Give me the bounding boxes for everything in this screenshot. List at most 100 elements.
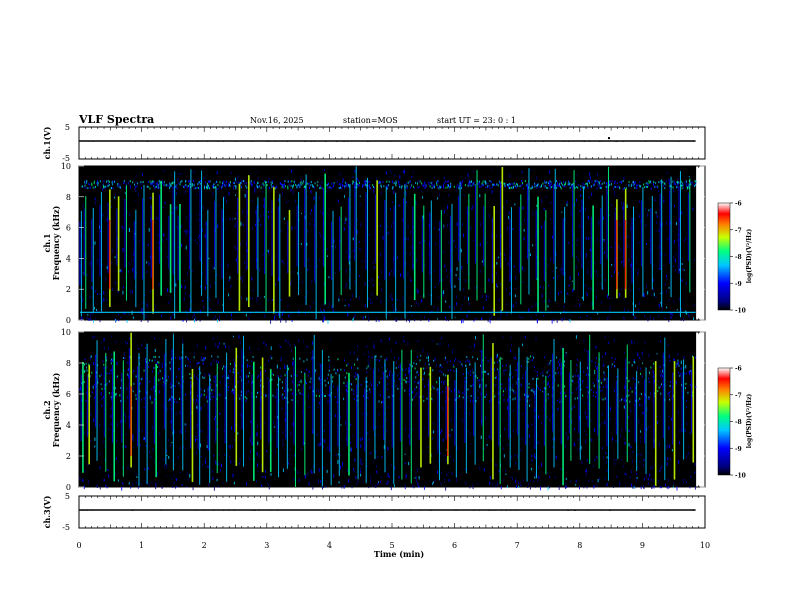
ch2-spectrogram-band-pixel [625, 376, 627, 379]
ch1-spectrogram-band-pixel [108, 180, 110, 183]
ch1-spectrogram-noise-pixel [596, 312, 598, 314]
ch2-spectrogram-noise-pixel [352, 434, 354, 437]
ch1-spectrogram-band-pixel [593, 183, 595, 186]
ch1-spectrogram-noise-pixel [350, 298, 352, 301]
ch1-spectrogram-noise-pixel [332, 309, 334, 313]
ch1-spectrogram-noise-pixel [572, 288, 574, 293]
ch2-spectrogram-band-pixel [267, 377, 269, 380]
ch1-spectrogram-band-pixel [632, 180, 634, 183]
ch1-spectrogram-noise-pixel [596, 289, 598, 292]
ch2-spectrogram-noise-pixel [194, 438, 196, 442]
ch1-spectrogram-band-pixel [423, 185, 425, 188]
ch2-spectrogram-noise-pixel [511, 455, 513, 460]
ch1-spectrogram-burst-halo [304, 188, 306, 268]
ch1-spectrogram-noise-pixel [247, 210, 249, 215]
ch1-spectrogram-band-pixel [647, 182, 649, 185]
ch2-spectrogram-noise-pixel [373, 344, 375, 349]
ch1-spectrogram-noise-pixel [267, 210, 269, 213]
ch1-spectrogram-noise-pixel [437, 197, 439, 200]
ch2-spectrogram-band-pixel [422, 395, 424, 398]
ch1-spectrogram-band-pixel [106, 184, 108, 187]
ch1-spectrogram-band-pixel [436, 181, 438, 184]
ch1-spectrogram-noise-pixel [406, 314, 408, 317]
ch1-spectrogram-noise-pixel [82, 297, 84, 301]
ch2-spectrogram-band-pixel [427, 363, 429, 366]
ch1-spectrogram-band-pixel [102, 183, 104, 186]
ch2-spectrogram-noise-pixel [321, 484, 323, 486]
ch1-spectrogram-noise-pixel [327, 306, 329, 309]
ch1-spectrogram-band-pixel [270, 181, 272, 184]
ch1-spectrogram-noise-pixel [163, 169, 165, 172]
ch1-spectrogram-noise-pixel [664, 253, 666, 256]
ch2-spectrogram-noise-pixel [486, 444, 488, 446]
ch1-spectrogram-band-pixel [155, 182, 157, 185]
ch1-spectrogram-noise-pixel [623, 288, 625, 290]
ch1-spectrogram-noise-pixel [280, 318, 282, 323]
ch1-spectrogram-noise-pixel [204, 234, 206, 238]
ch1-spectrogram-noise-pixel [267, 230, 269, 234]
ch1-spectrogram-noise-pixel [282, 191, 284, 196]
ch1-spectrogram-noise-pixel [454, 285, 456, 288]
ch2-spectrogram-noise-pixel [404, 427, 406, 431]
ch1-spectrogram-noise-pixel [115, 227, 117, 229]
ch2-spectrogram-noise-pixel [305, 379, 307, 384]
ch1-spectrogram-noise-pixel [585, 236, 587, 240]
ch2-spectrogram-noise-pixel [360, 444, 362, 449]
ch2-spectrogram-noise-pixel [444, 480, 446, 483]
start-time-label: start UT = 23: 0 : 1 [437, 116, 516, 125]
ch2-spectrogram-noise-pixel [298, 478, 300, 482]
ch2-spectrogram-noise-pixel [647, 452, 649, 454]
ch2-spectrogram-noise-pixel [88, 480, 90, 485]
ch1-spectrogram-noise-pixel [635, 261, 637, 263]
ch1-spectrogram-band-pixel [395, 181, 397, 184]
ch1-spectrogram-band-pixel [118, 182, 120, 185]
ch2-spectrogram-noise-pixel [541, 421, 543, 425]
ch2-spectrogram-noise-pixel [350, 448, 352, 452]
ch2-spectrogram-noise-pixel [79, 476, 81, 481]
ch2-spectrogram-noise-pixel [93, 361, 95, 366]
ch2-spectrogram-noise-pixel [583, 339, 585, 343]
ch1-spectrogram-burst [298, 192, 300, 296]
ch1-spectrogram-noise-pixel [114, 180, 116, 183]
ch1-spectrogram-band-pixel [92, 186, 94, 189]
ch2-spectrogram-noise-pixel [342, 466, 344, 468]
ch2-spectrogram-noise-pixel [291, 349, 293, 352]
ch2-spectrogram-band-pixel [576, 363, 578, 366]
ch2-spectrogram-noise-pixel [359, 461, 361, 464]
ch2-spectrogram-band-pixel [232, 371, 234, 374]
ch1-spectrogram-noise-pixel [681, 211, 683, 214]
ch2-spectrogram-noise-pixel [618, 394, 620, 397]
ch2-spectrogram-noise-pixel [314, 370, 316, 374]
ch1-spectrogram-noise-pixel [89, 262, 91, 266]
ch1-spectrogram-noise-pixel [572, 289, 574, 291]
ch2-spectrogram-band-pixel [388, 396, 390, 399]
ch1-spectrogram-band-pixel [186, 185, 188, 188]
ch1-spectrogram-band-pixel [239, 183, 241, 186]
ch1-spectrogram-noise-pixel [460, 248, 462, 253]
ch1-spectrogram-noise-pixel [161, 179, 163, 183]
ch2-spectrogram-noise-pixel [628, 429, 630, 433]
ch2-spectrogram-noise-pixel [534, 486, 536, 488]
ch1-spectrogram-noise-pixel [609, 305, 611, 310]
ch2-spectrogram-noise-pixel [83, 365, 85, 367]
ch1-spectrogram-band-pixel [547, 187, 549, 190]
ch2-spectrogram-band-pixel [475, 375, 477, 378]
ch1-spectrogram-noise-pixel [290, 188, 292, 192]
ch1-spectrogram-noise-pixel [626, 204, 628, 208]
ch1-spectrogram-noise-pixel [428, 318, 430, 322]
ch2-spectrogram-noise-pixel [153, 460, 155, 463]
ch2-spectrogram-band-pixel [417, 381, 419, 384]
ch1-spectrogram-band-pixel [591, 180, 593, 183]
ch1-spectrogram-noise-pixel [409, 246, 411, 248]
ch1-spectrogram-band-pixel [112, 180, 114, 183]
ch1-spectrogram-noise-pixel [99, 319, 101, 323]
ch2-spectrogram-noise-pixel [599, 425, 601, 427]
ch1-spectrogram-noise-pixel [465, 279, 467, 283]
ch2-spectrogram-noise-pixel [677, 352, 679, 357]
ch1-spectrogram-band-pixel [608, 180, 610, 183]
ch2-spectrogram-noise-pixel [611, 365, 613, 369]
ch1-spectrogram-band-pixel [333, 182, 335, 185]
ch1-spectrogram-band-pixel [401, 187, 403, 190]
ch2-spectrogram-band-pixel [426, 397, 428, 400]
ch2-spectrogram-band-pixel [108, 392, 110, 395]
